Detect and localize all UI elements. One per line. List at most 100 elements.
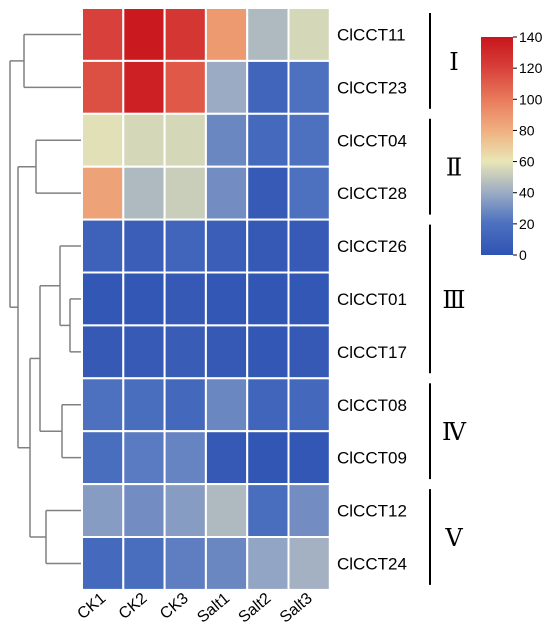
colorbar-legend: 0 20 40 60 80 100 120 140 xyxy=(481,29,543,263)
column-label: Salt3 xyxy=(277,590,316,627)
colorbar-tick-label: 80 xyxy=(519,122,535,138)
heatmap-cell xyxy=(246,112,290,168)
heatmap-cell xyxy=(246,218,290,274)
group-label: Ⅱ xyxy=(446,156,462,182)
row-dendrogram xyxy=(9,33,82,565)
heatmap-cell xyxy=(204,112,249,168)
row-label: ClCCT28 xyxy=(337,184,407,203)
heatmap-cell xyxy=(122,271,166,327)
group-label: Ⅴ xyxy=(444,526,463,552)
heatmap-cell xyxy=(81,165,125,221)
heatmap-cell xyxy=(204,218,249,274)
row-label: ClCCT11 xyxy=(337,25,406,44)
heatmap-cell xyxy=(122,165,166,221)
colorbar-tick-label: 140 xyxy=(519,29,543,45)
heatmap-cell xyxy=(81,483,125,539)
heatmap-cell xyxy=(81,112,125,168)
heatmap-cell xyxy=(122,112,166,168)
colorbar-tick-label: 100 xyxy=(519,91,543,107)
heatmap-cell xyxy=(204,430,249,486)
heatmap-cell xyxy=(246,324,290,380)
heatmap-cell xyxy=(81,7,125,62)
heatmap-cell xyxy=(163,112,207,168)
group-label: Ⅳ xyxy=(442,420,467,446)
colorbar-tick-label: 40 xyxy=(519,185,535,201)
heatmap-cell xyxy=(122,324,166,380)
heatmap-cell xyxy=(204,377,249,433)
heatmap-cell xyxy=(204,7,249,62)
group-label: Ⅲ xyxy=(442,288,465,314)
heatmap-cell xyxy=(246,430,290,486)
column-label: CK1 xyxy=(74,590,109,623)
heatmap-cell xyxy=(287,430,331,486)
heatmap-cell xyxy=(287,324,331,380)
colorbar-tick-label: 0 xyxy=(519,247,527,263)
heatmap-cell xyxy=(163,536,207,591)
heatmap-cell xyxy=(204,324,249,380)
colorbar-tick-label: 60 xyxy=(519,154,535,170)
group-annotations: Ⅰ Ⅱ Ⅲ Ⅳ Ⅴ xyxy=(429,13,467,585)
heatmap-cell xyxy=(287,271,331,327)
heatmap-cell xyxy=(287,59,331,115)
heatmap-cell xyxy=(122,377,166,433)
colorbar-gradient xyxy=(481,37,513,255)
heatmap-cell xyxy=(163,218,207,274)
heatmap-cell xyxy=(122,430,166,486)
heatmap-cell xyxy=(163,324,207,380)
heatmap-cell xyxy=(287,112,331,168)
heatmap-cell xyxy=(287,165,331,221)
heatmap-cell xyxy=(287,7,331,62)
heatmap-cell xyxy=(163,165,207,221)
heatmap-cell xyxy=(163,430,207,486)
column-label: Salt2 xyxy=(236,590,275,627)
heatmap-cell xyxy=(81,377,125,433)
row-label: ClCCT12 xyxy=(337,502,407,521)
heatmap-cell xyxy=(163,7,207,62)
column-label: Salt1 xyxy=(194,590,233,627)
heatmap-cell xyxy=(287,218,331,274)
heatmap-cell xyxy=(287,377,331,433)
heatmap-cell xyxy=(246,59,290,115)
heatmap-cell xyxy=(204,536,249,591)
row-label: ClCCT09 xyxy=(337,449,407,468)
row-label: ClCCT04 xyxy=(337,131,407,150)
heatmap-cells xyxy=(81,7,331,591)
heatmap-cell xyxy=(81,536,125,591)
row-label: ClCCT01 xyxy=(337,290,407,309)
row-label: ClCCT08 xyxy=(337,396,407,415)
group-label: Ⅰ xyxy=(449,50,458,76)
column-labels: CK1 CK2 CK3 Salt1 Salt2 Salt3 xyxy=(74,590,315,627)
heatmap-cell xyxy=(204,483,249,539)
row-label: ClCCT24 xyxy=(337,554,407,573)
heatmap-cell xyxy=(204,59,249,115)
heatmap-cell xyxy=(246,483,290,539)
heatmap-cell xyxy=(246,7,290,62)
row-label: ClCCT26 xyxy=(337,237,407,256)
column-label: CK3 xyxy=(157,590,192,623)
heatmap-cell xyxy=(163,59,207,115)
heatmap-cell xyxy=(81,430,125,486)
heatmap-cell xyxy=(81,324,125,380)
heatmap-cell xyxy=(81,218,125,274)
heatmap-cell xyxy=(287,483,331,539)
heatmap-cell xyxy=(246,165,290,221)
colorbar-tick-label: 120 xyxy=(519,60,543,76)
heatmap-cell xyxy=(246,271,290,327)
heatmap-cell xyxy=(163,377,207,433)
heatmap-cell xyxy=(163,271,207,327)
heatmap-cell xyxy=(122,483,166,539)
row-labels: ClCCT11 ClCCT23 ClCCT04 ClCCT28 ClCCT26 ClCCT… xyxy=(337,25,407,573)
heatmap-cell xyxy=(81,59,125,115)
heatmap-cell xyxy=(81,271,125,327)
row-label: ClCCT17 xyxy=(337,343,407,362)
row-label: ClCCT23 xyxy=(337,78,407,97)
heatmap-cell xyxy=(204,271,249,327)
heatmap-cell xyxy=(287,536,331,591)
heatmap-cell xyxy=(122,59,166,115)
heatmap-cell xyxy=(122,218,166,274)
column-label: CK2 xyxy=(116,590,151,623)
heatmap-cell xyxy=(122,7,166,62)
heatmap-cell xyxy=(246,377,290,433)
